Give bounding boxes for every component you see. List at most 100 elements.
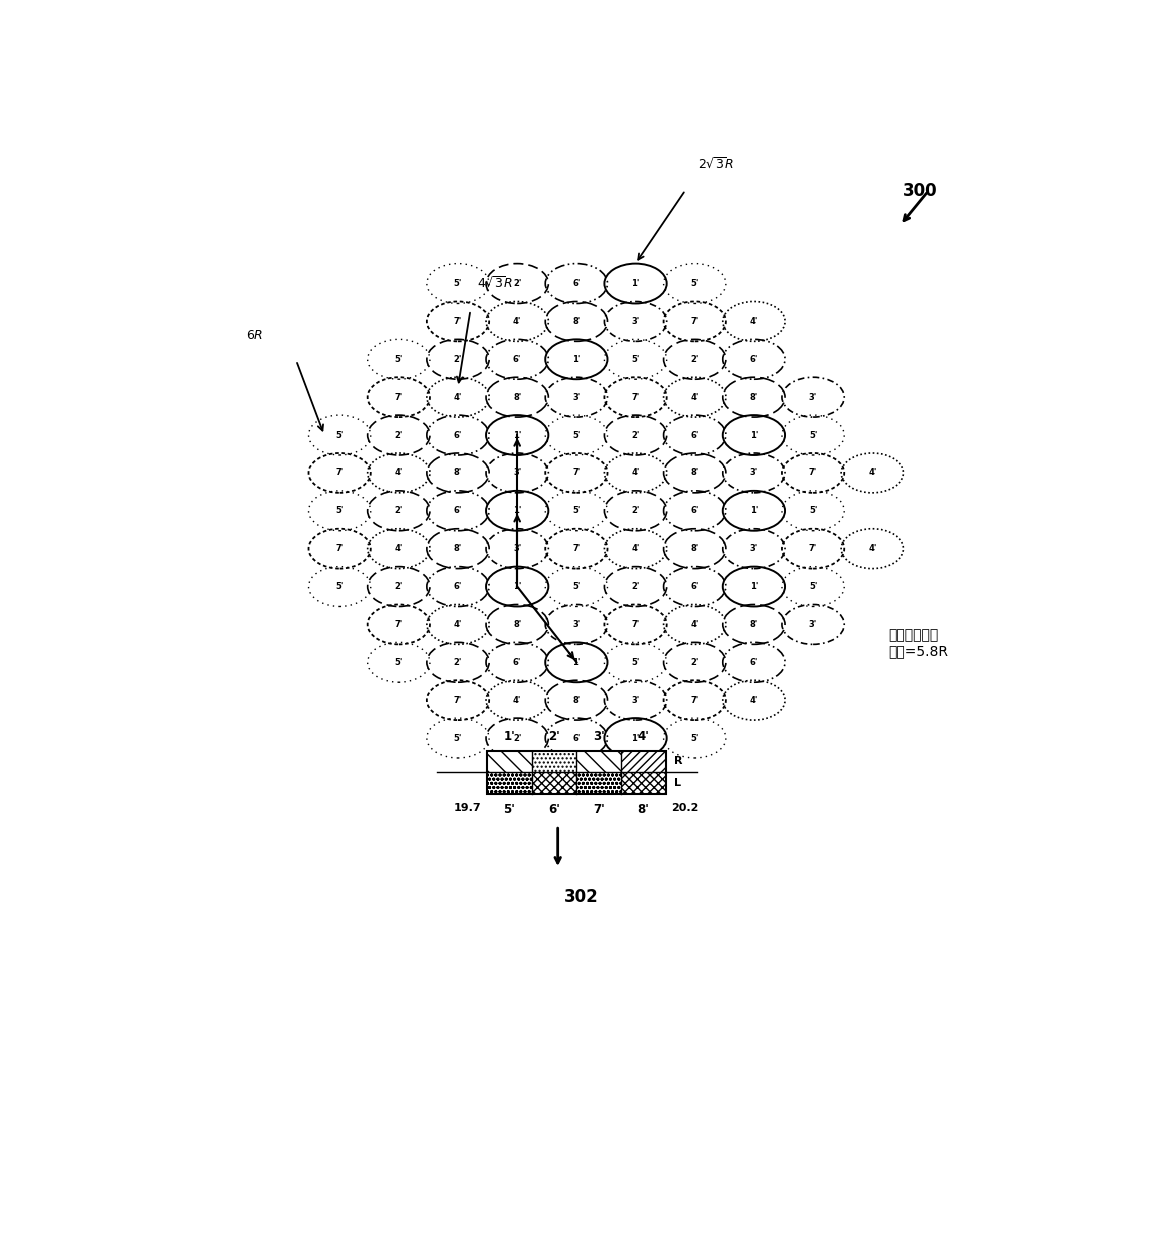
Text: 8': 8': [513, 619, 521, 630]
Text: 20.2: 20.2: [671, 804, 699, 814]
Text: 5': 5': [335, 507, 344, 515]
Text: 6': 6': [750, 355, 758, 364]
Text: 2': 2': [691, 355, 699, 364]
Text: 5': 5': [808, 507, 818, 515]
Text: 4': 4': [632, 469, 640, 478]
Text: 4': 4': [454, 619, 462, 630]
Text: L: L: [673, 779, 680, 789]
Text: 2': 2': [395, 507, 403, 515]
Text: 8': 8': [750, 393, 758, 401]
Text: 2': 2': [395, 582, 403, 591]
Text: 4': 4': [513, 696, 521, 705]
Text: 4': 4': [750, 696, 758, 705]
Text: 7': 7': [632, 619, 640, 630]
Text: $6R$: $6R$: [246, 329, 263, 341]
Text: 1': 1': [572, 355, 581, 364]
Text: 6': 6': [572, 280, 581, 288]
Text: 5': 5': [335, 582, 344, 591]
Text: 7': 7': [454, 317, 462, 326]
Text: 3': 3': [632, 317, 640, 326]
Text: 5': 5': [572, 430, 581, 440]
Text: 3': 3': [750, 469, 758, 478]
Text: 8': 8': [572, 317, 581, 326]
Bar: [576, 750, 621, 772]
Text: 6': 6': [572, 734, 581, 742]
Text: 2': 2': [513, 280, 521, 288]
Text: $2\sqrt{3}R$: $2\sqrt{3}R$: [698, 157, 735, 172]
Text: 5': 5': [808, 582, 818, 591]
Text: 2': 2': [632, 430, 640, 440]
Text: 8': 8': [513, 393, 521, 401]
Text: 8': 8': [572, 696, 581, 705]
Text: 6': 6': [513, 355, 521, 364]
Text: 7': 7': [335, 544, 344, 553]
Text: 2': 2': [549, 730, 560, 744]
Text: 1': 1': [750, 582, 758, 591]
Bar: [531, 772, 576, 794]
Text: 7': 7': [691, 317, 699, 326]
Bar: [486, 772, 531, 794]
Text: 2': 2': [454, 658, 462, 667]
Bar: [486, 750, 666, 794]
Text: 8': 8': [638, 804, 649, 816]
Text: 4': 4': [869, 544, 877, 553]
Text: 5': 5': [572, 582, 581, 591]
Text: 1': 1': [632, 734, 640, 742]
Text: 5': 5': [395, 658, 403, 667]
Text: 4': 4': [395, 544, 403, 553]
Text: 4': 4': [638, 730, 649, 744]
Text: 4': 4': [691, 619, 699, 630]
Text: 302: 302: [564, 888, 598, 905]
Text: $4\sqrt{3}R$: $4\sqrt{3}R$: [477, 276, 513, 291]
Text: 4': 4': [750, 317, 758, 326]
Bar: [576, 772, 621, 794]
Text: 4': 4': [691, 393, 699, 401]
Text: 5': 5': [632, 658, 640, 667]
Text: 2': 2': [691, 658, 699, 667]
Text: 4': 4': [454, 393, 462, 401]
Text: 4': 4': [513, 317, 521, 326]
Text: 3': 3': [513, 544, 521, 553]
Bar: [621, 772, 666, 794]
Text: 6': 6': [454, 507, 462, 515]
Text: 6': 6': [750, 658, 758, 667]
Text: 300: 300: [903, 182, 938, 199]
Text: 1': 1': [572, 658, 581, 667]
Text: 7': 7': [395, 393, 403, 401]
Bar: [486, 750, 531, 772]
Text: 6': 6': [513, 658, 521, 667]
Text: 5': 5': [808, 430, 818, 440]
Text: 1': 1': [504, 730, 515, 744]
Text: 5': 5': [454, 734, 462, 742]
Text: 2': 2': [632, 582, 640, 591]
Text: 8': 8': [691, 544, 699, 553]
Text: R: R: [673, 756, 683, 766]
Text: 5': 5': [572, 507, 581, 515]
Text: 5': 5': [395, 355, 403, 364]
Text: 3': 3': [632, 696, 640, 705]
Text: 1': 1': [632, 280, 640, 288]
Text: 2': 2': [454, 355, 462, 364]
Text: 7': 7': [632, 393, 640, 401]
Bar: [621, 750, 666, 772]
Text: 7': 7': [808, 544, 818, 553]
Text: 1': 1': [513, 430, 521, 440]
Text: 3': 3': [808, 393, 818, 401]
Text: 6': 6': [691, 582, 699, 591]
Text: 8': 8': [454, 469, 462, 478]
Text: 3': 3': [572, 393, 581, 401]
Text: 8': 8': [454, 544, 462, 553]
Text: 7': 7': [454, 696, 462, 705]
Text: 7': 7': [808, 469, 818, 478]
Text: 3': 3': [808, 619, 818, 630]
Text: 2': 2': [395, 430, 403, 440]
Text: 5': 5': [454, 280, 462, 288]
Text: 3': 3': [593, 730, 605, 744]
Text: 4': 4': [632, 544, 640, 553]
Text: 6': 6': [454, 430, 462, 440]
Text: 7': 7': [572, 544, 581, 553]
Text: 6': 6': [691, 430, 699, 440]
Text: 5': 5': [691, 280, 699, 288]
Text: 3': 3': [750, 544, 758, 553]
Text: 7': 7': [395, 619, 403, 630]
